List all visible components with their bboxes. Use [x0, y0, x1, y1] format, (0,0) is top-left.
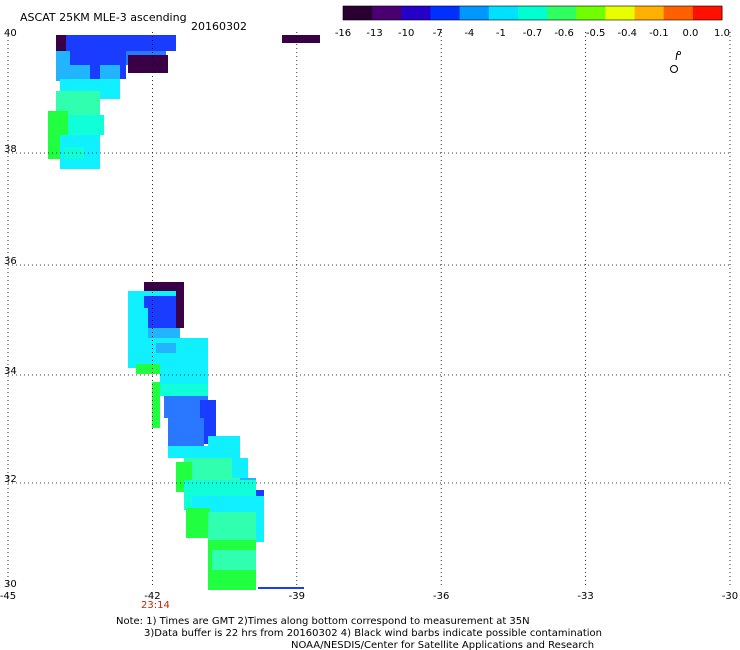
lat-lon-grid	[7, 32, 731, 588]
colorbar-tick-label: -0.1	[649, 28, 669, 39]
colorbar-segment	[372, 6, 402, 20]
note-line-2: 3)Data buffer is 22 hrs from 20160302 4)…	[144, 628, 602, 639]
swath-cell	[160, 384, 208, 396]
colorbar-segment	[517, 6, 548, 20]
swath-cell	[100, 65, 120, 79]
latitude-tick-label: 34	[4, 366, 17, 377]
colorbar-tick-label: -10	[398, 28, 414, 39]
colorbar-tick-label: -1	[496, 28, 506, 39]
colorbar-tick-label: -13	[366, 28, 382, 39]
swath-cell	[168, 418, 204, 446]
swath-cell	[128, 55, 168, 73]
map-date: 20160302	[191, 20, 247, 33]
longitude-tick-label: -36	[433, 591, 449, 602]
colorbar-segment	[430, 6, 461, 20]
swath-cell	[56, 35, 66, 51]
swath-cell	[176, 288, 184, 328]
swath-cell	[144, 282, 184, 292]
colorbar-segment	[343, 6, 373, 20]
colorbar-segment	[663, 6, 694, 20]
swath-cell	[148, 328, 180, 338]
swath-cell	[64, 115, 104, 135]
colorbar-tick-label: -16	[335, 28, 351, 39]
latitude-tick-label: 32	[4, 474, 17, 485]
swath-cell	[136, 364, 160, 374]
swath-cell	[186, 508, 210, 538]
latitude-tick-label: 38	[4, 144, 17, 155]
longitude-tick-label: -33	[577, 591, 593, 602]
swath-cell	[184, 458, 240, 480]
swath-cell	[156, 343, 176, 353]
swath-cell	[152, 382, 160, 428]
latitude-tick-label: 30	[4, 579, 17, 590]
colorbar-segment	[605, 6, 636, 20]
swath-cell	[128, 308, 148, 338]
colorbar-tick-label: -7	[433, 28, 443, 39]
colorbar-tick-label: -0.7	[523, 28, 543, 39]
wind-swath	[48, 35, 320, 590]
colorbar-tick-label: -4	[464, 28, 474, 39]
swath-cell	[212, 550, 256, 570]
longitude-tick-label: -39	[289, 591, 305, 602]
colorbar-tick-label: -0.5	[586, 28, 606, 39]
note-line-3: NOAA/NESDIS/Center for Satellite Applica…	[291, 640, 594, 650]
colorbar-segment	[459, 6, 490, 20]
swath-cell	[282, 35, 320, 43]
swath-cell	[164, 396, 208, 418]
colorbar-tick-label: 1.0	[714, 28, 730, 39]
swath-cell	[208, 512, 256, 542]
longitude-tick-label: -30	[722, 591, 738, 602]
longitude-tick-label: -45	[0, 591, 16, 602]
latitude-tick-label: 40	[4, 28, 17, 39]
swath-cell	[64, 147, 84, 159]
longitude-tick-label: -42	[144, 591, 160, 602]
colorbar-tick-label: -0.6	[554, 28, 574, 39]
latitude-labels: 40 38 36 34 32 30	[4, 28, 17, 590]
longitude-labels: -45 -42 -39 -36 -33 -30	[0, 591, 738, 602]
swath-cell	[144, 296, 176, 330]
swath-cell	[208, 436, 240, 462]
colorbar-segment	[488, 6, 519, 20]
colorbar-tick-label: 0.0	[682, 28, 698, 39]
swath-cell	[56, 51, 70, 81]
pass-time-label: 23:14	[141, 600, 170, 611]
color-scale-bar: -16 -13 -10 -7 -4 -1 -0.7 -0.6 -0.5 -0.4 -0.1 0.0 1.…	[335, 5, 730, 39]
swath-cell	[160, 368, 208, 384]
map-title: ASCAT 25KM MLE-3 ascending	[20, 11, 187, 24]
swath-cell	[256, 500, 264, 542]
colorbar-segment	[576, 6, 606, 20]
colorbar-segment	[401, 6, 431, 20]
colorbar-tick-label: -0.4	[617, 28, 637, 39]
colorbar-segment	[692, 6, 723, 20]
swath-cell	[56, 35, 176, 51]
note-line-1: Note: 1) Times are GMT 2)Times along bot…	[116, 616, 530, 627]
colorbar-segment	[547, 6, 577, 20]
swath-cell	[70, 65, 90, 79]
map-frame	[8, 32, 730, 588]
latitude-tick-label: 36	[4, 256, 17, 267]
wind-barb-icon	[670, 51, 682, 73]
colorbar-segment	[634, 6, 665, 20]
swath-cell	[232, 458, 248, 478]
